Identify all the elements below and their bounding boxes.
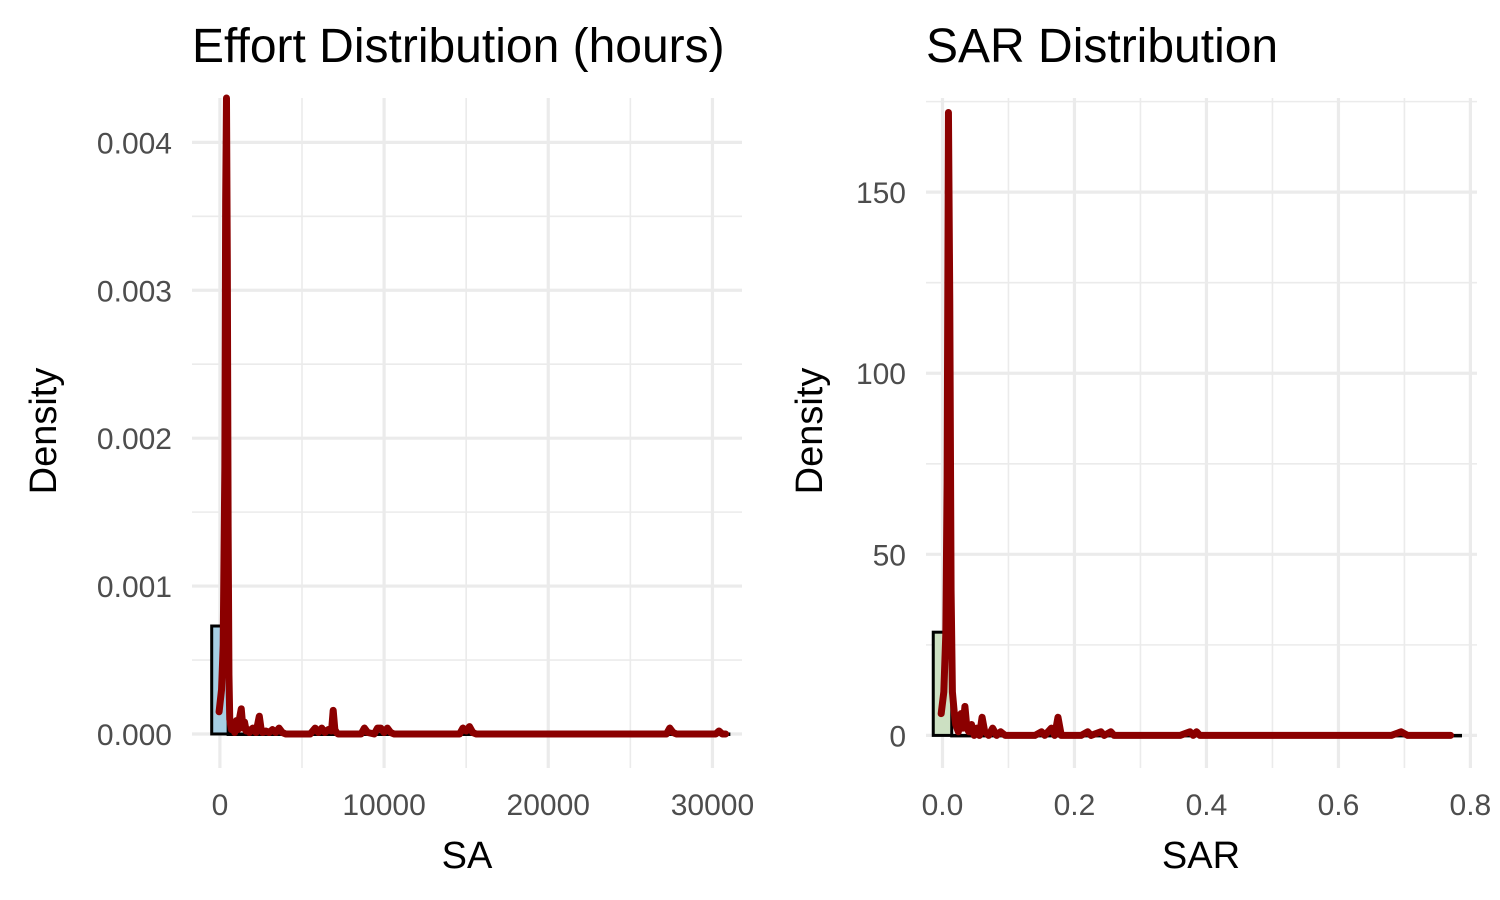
effort-x-tick-label: 20000	[507, 789, 590, 822]
sar-y-tick-label: 0	[889, 720, 906, 753]
sar-y-tick-label: 100	[856, 358, 906, 391]
effort-y-ticks: 0.000 0.001 0.002 0.003 0.004	[97, 127, 172, 752]
effort-density-line	[215, 94, 730, 738]
sar-x-axis-label: SAR	[1162, 835, 1240, 877]
effort-y-tick-label: 0.000	[97, 719, 172, 752]
sar-x-tick-label: 0.8	[1450, 789, 1492, 822]
sar-chart-title: SAR Distribution	[926, 20, 1278, 73]
effort-x-tick-label: 30000	[671, 789, 754, 822]
effort-y-axis-label: Density	[23, 368, 65, 495]
effort-chart-title: Effort Distribution (hours)	[192, 20, 725, 73]
effort-x-tick-label: 0	[212, 789, 229, 822]
effort-x-axis-label: SA	[442, 835, 493, 877]
sar-x-tick-label: 0.6	[1318, 789, 1360, 822]
sar-x-ticks: 0.0 0.2 0.4 0.6 0.8	[922, 789, 1492, 822]
effort-x-tick-label: 10000	[342, 789, 425, 822]
sar-y-ticks: 0 50 100 150	[856, 177, 906, 753]
effort-y-tick-label: 0.004	[97, 127, 172, 160]
sar-y-tick-label: 150	[856, 177, 906, 210]
sar-y-tick-label: 50	[873, 539, 906, 572]
effort-x-ticks: 0 10000 20000 30000	[212, 789, 755, 822]
sar-y-axis-label: Density	[789, 368, 831, 495]
sar-x-tick-label: 0.4	[1186, 789, 1228, 822]
sar-density-line	[937, 108, 1455, 739]
sar-x-tick-label: 0.2	[1054, 789, 1096, 822]
effort-y-tick-label: 0.001	[97, 571, 172, 604]
effort-y-tick-label: 0.002	[97, 423, 172, 456]
sar-density	[937, 108, 1455, 739]
sar-x-tick-label: 0.0	[922, 789, 964, 822]
sar-panel: SAR Distribution 0.0 0.2 0.4 0.6 0.8 0 50 100 1…	[789, 20, 1491, 877]
effort-panel: Effort Distribution (hours) 0 10000 20000 3…	[23, 20, 754, 877]
effort-density	[215, 94, 730, 738]
effort-y-tick-label: 0.003	[97, 275, 172, 308]
